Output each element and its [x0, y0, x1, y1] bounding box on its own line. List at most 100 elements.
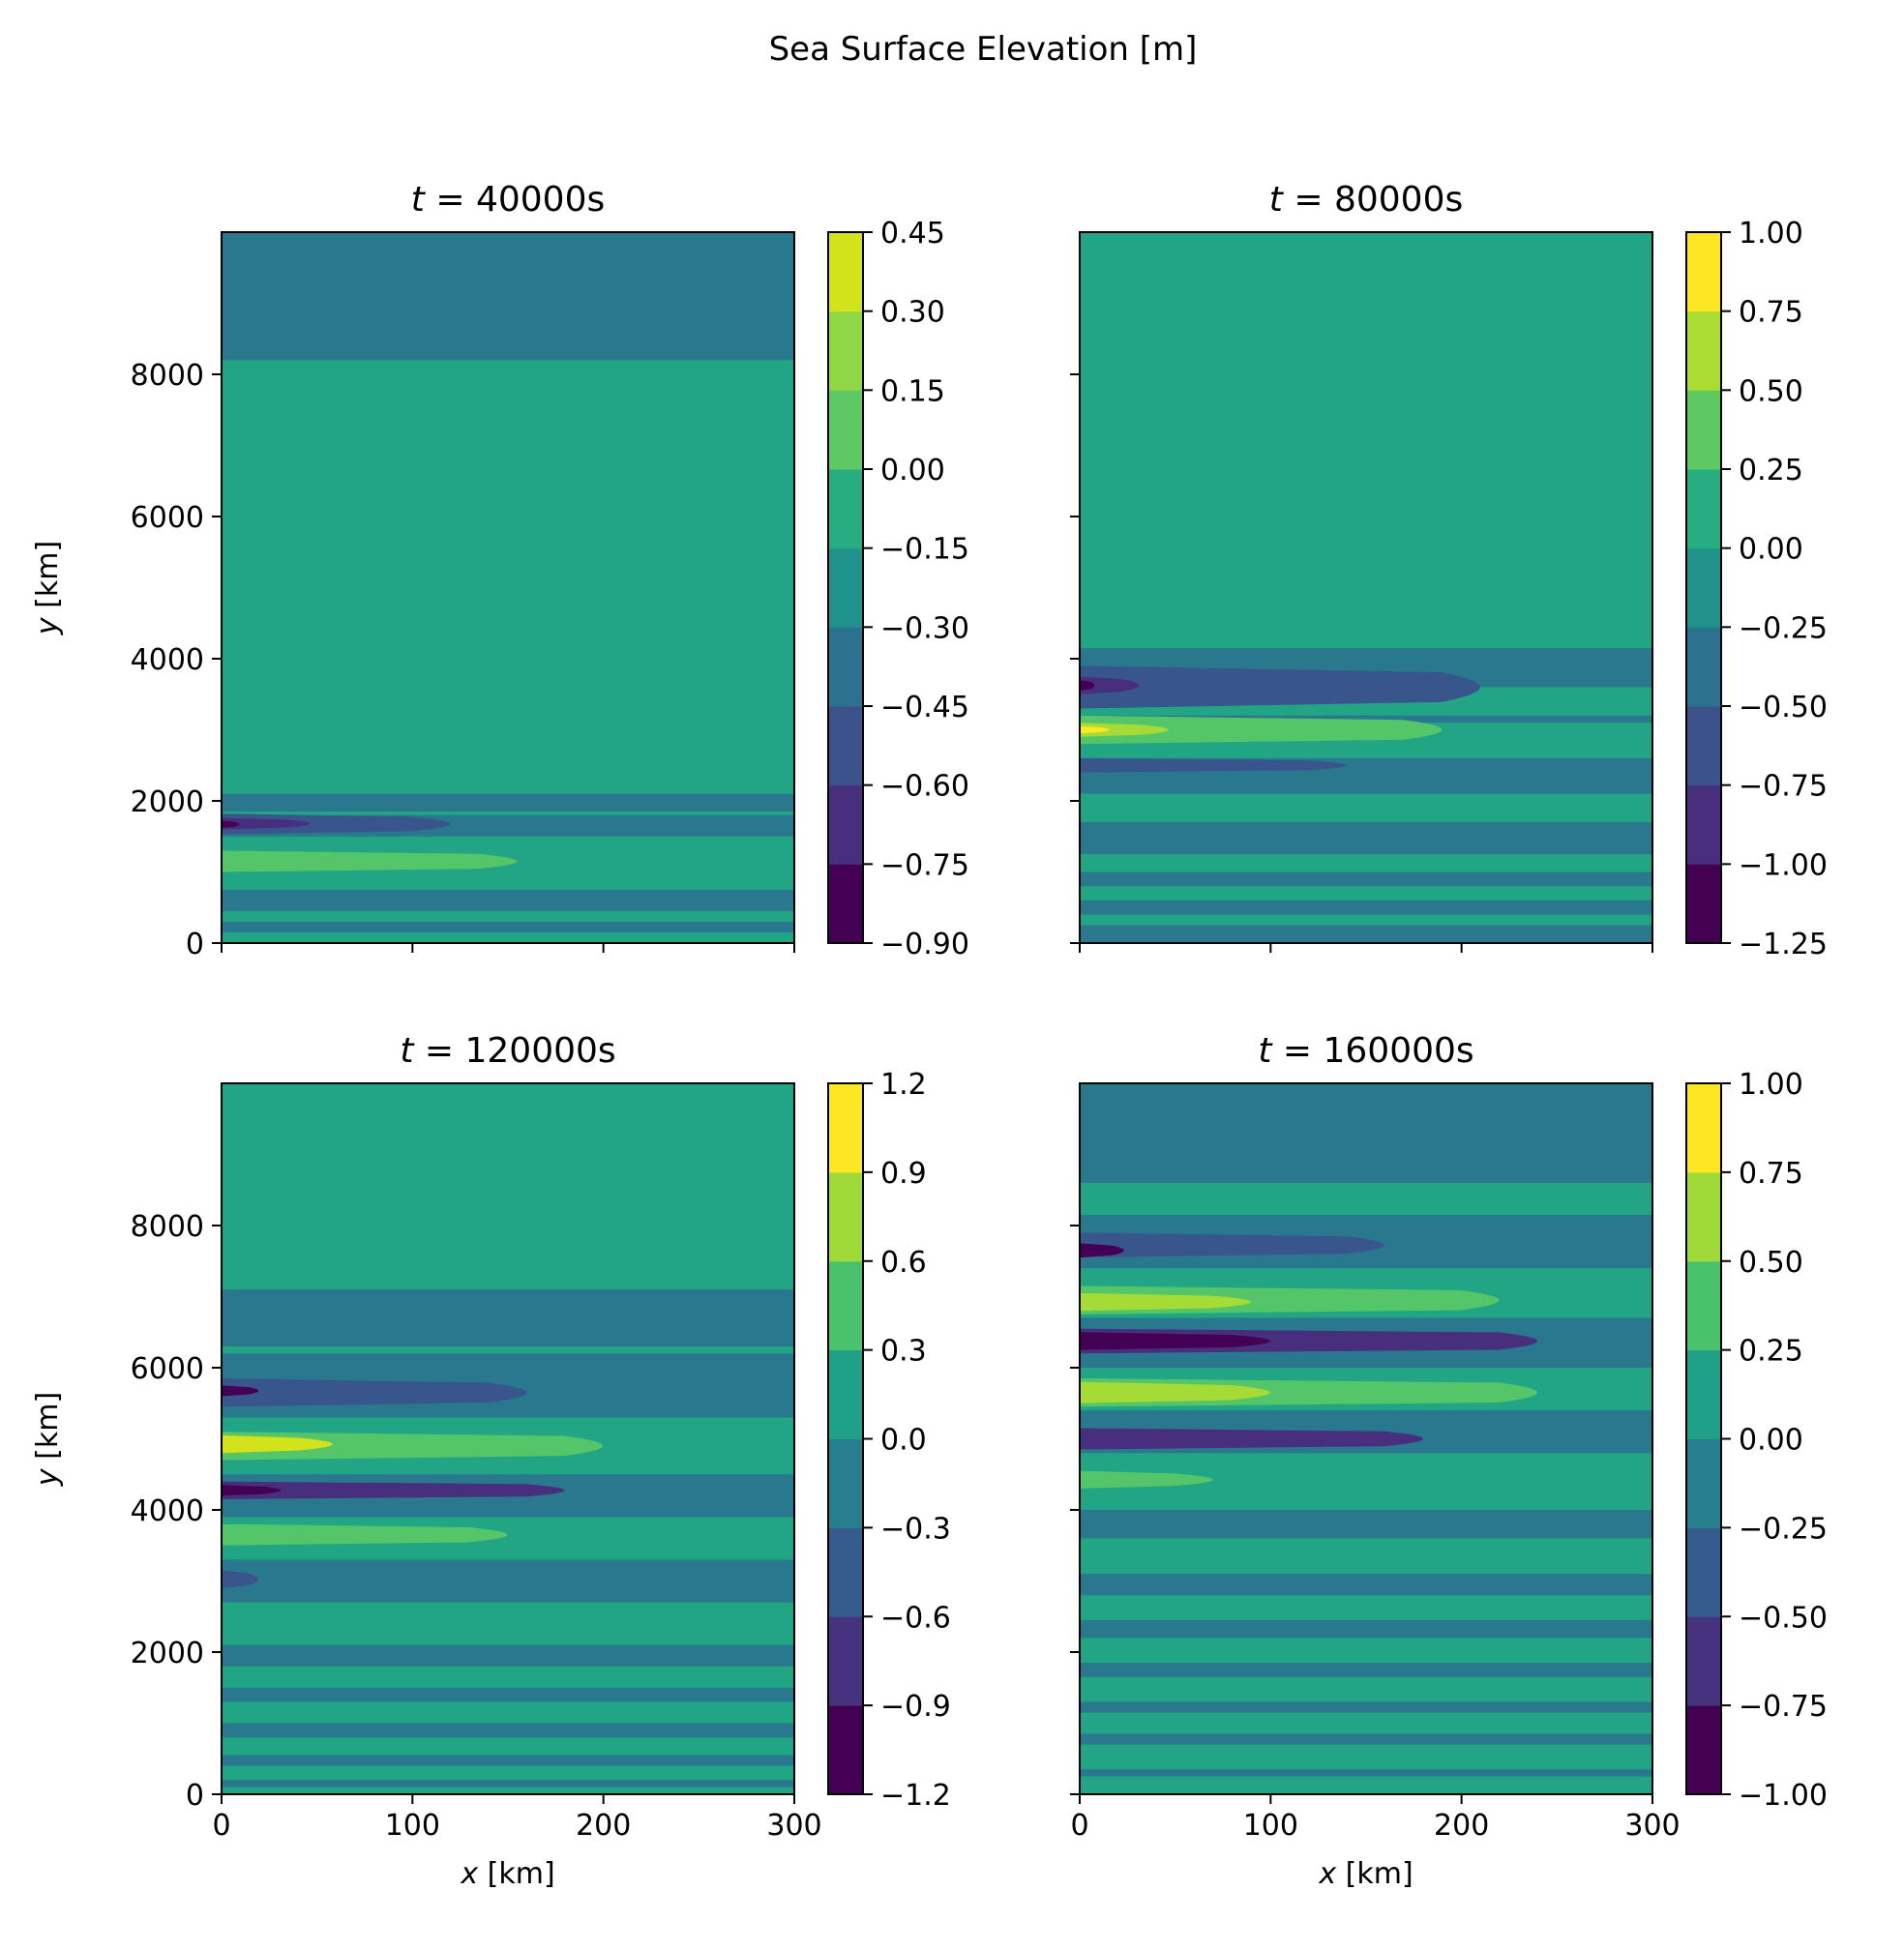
colorbar-tick-label: 0.45 [880, 217, 945, 251]
colorbar-tick-label: −0.9 [880, 1690, 951, 1724]
figure-suptitle: Sea Surface Elevation [m] [769, 30, 1198, 69]
contour-band [222, 232, 794, 361]
contour-band [1080, 1574, 1652, 1596]
subplot-3: t = 120000s 0 100 200 300 0 2000 4000 6000 8000 x … [31, 1031, 951, 1891]
colorbar-tick-label: 0.00 [880, 454, 945, 488]
contour-band [1080, 914, 1652, 926]
colorbar-segment [828, 1705, 863, 1795]
contour-band [222, 850, 518, 872]
contour-band [222, 793, 794, 812]
colorbar-tick-label: 0.00 [1739, 1424, 1803, 1458]
colorbar-segment [828, 706, 863, 786]
contour-band [222, 1434, 333, 1454]
colorbar-segment [1686, 706, 1721, 786]
colorbar-segment [1686, 1349, 1721, 1439]
contour-band [1080, 680, 1095, 692]
y-tick-label: 0 [186, 1779, 204, 1813]
title-value: 40000s [476, 180, 605, 220]
colorbar-tick-label: −0.75 [1739, 1690, 1828, 1724]
colorbar-frame [827, 231, 864, 944]
colorbar: −1.2 −0.9 −0.6 −0.3 0.0 0.3 0.6 0.9 1.2 [827, 1068, 951, 1813]
colorbar-segment [828, 1083, 863, 1173]
colorbar-segment [1686, 1171, 1721, 1262]
colorbar-tick-label: 0.15 [880, 374, 945, 408]
colorbar-segment [828, 1438, 863, 1528]
contour-band [1080, 1083, 1652, 1183]
y-tick-label: 2000 [131, 1637, 204, 1670]
title-value: 160000s [1324, 1031, 1474, 1071]
contour-band [1080, 886, 1652, 901]
colorbar-tick-label: −0.75 [1739, 770, 1828, 804]
subplot-title: t = 120000s [400, 1031, 615, 1071]
axes-frame [221, 231, 795, 944]
contour-band [222, 1755, 794, 1766]
colorbar-tick-label: −0.25 [1739, 1512, 1828, 1546]
colorbar-segment [828, 1349, 863, 1439]
subplot-2: t = 80000s −1.25 −1.00 −0.75 −0.50 −0.25 0.00 0… [1070, 180, 1828, 961]
colorbar-tick-label: −0.45 [880, 691, 969, 724]
contour-band [222, 1378, 527, 1407]
colorbar-segment [828, 864, 863, 944]
contour-band [222, 820, 240, 828]
colorbar-tick-label: −1.25 [1739, 928, 1828, 961]
colorbar-segment [1686, 232, 1721, 312]
contour-band [1080, 1619, 1652, 1639]
colorbar-segment [1686, 390, 1721, 470]
colorbar-tick-label: 0.6 [880, 1246, 927, 1280]
colorbar-segment [1686, 784, 1721, 865]
colorbar-segment [1686, 1083, 1721, 1173]
contour-band [1080, 793, 1652, 823]
contour-band [1080, 1332, 1270, 1350]
colorbar: −1.25 −1.00 −0.75 −0.50 −0.25 0.00 0.25 0.50 0.7… [1685, 217, 1828, 961]
contour-band [222, 813, 451, 835]
title-variable: t [400, 1031, 415, 1071]
colorbar-segment [828, 1171, 863, 1262]
colorbar-tick-label: −1.00 [1739, 848, 1828, 882]
colorbar-segment [1686, 1527, 1721, 1617]
contour-band [1080, 715, 1443, 745]
contour-field [222, 1083, 794, 1794]
y-tick-label: 6000 [131, 1352, 204, 1386]
contour-band [1080, 1733, 1652, 1745]
subplot-title: t = 80000s [1269, 180, 1463, 220]
y-tick-label: 8000 [131, 359, 204, 393]
title-equals: = [1271, 1031, 1323, 1071]
y-tick-label: 2000 [131, 785, 204, 819]
x-tick-label: 0 [1070, 1809, 1088, 1843]
colorbar: −1.00 −0.75 −0.50 −0.25 0.00 0.25 0.50 0.75 1.00 [1685, 1068, 1828, 1813]
title-variable: t [1269, 180, 1285, 220]
title-equals: = [425, 180, 476, 220]
x-axis-label: x [km] [1318, 1857, 1413, 1891]
colorbar-tick-label: −1.00 [1739, 1779, 1828, 1813]
colorbar-segment [828, 1260, 863, 1351]
colorbar-segment [1686, 310, 1721, 391]
colorbar-tick-label: −0.15 [880, 533, 969, 567]
contour-band [1080, 854, 1652, 872]
y-axis-label: y [km] [31, 541, 65, 635]
colorbar-tick-label: 0.25 [1739, 1335, 1803, 1369]
contour-band [222, 1289, 794, 1346]
contour-band [222, 817, 311, 830]
contour-band [1080, 1381, 1270, 1403]
y-tick-label: 6000 [131, 501, 204, 535]
colorbar-tick-label: 0.3 [880, 1335, 927, 1369]
colorbar-tick-label: 1.2 [880, 1068, 927, 1102]
colorbar-tick-label: −0.50 [1739, 691, 1828, 724]
colorbar-tick-label: 0.30 [880, 296, 945, 330]
contour-band [1080, 665, 1480, 709]
colorbar-segment [828, 784, 863, 865]
x-tick-label: 200 [576, 1809, 631, 1843]
colorbar: −0.90 −0.75 −0.60 −0.45 −0.30 −0.15 0.00 0.15 0.… [827, 217, 969, 961]
contour-band [1080, 757, 1347, 773]
colorbar-segment [1686, 1705, 1721, 1795]
colorbar-tick-label: 0.0 [880, 1424, 927, 1458]
contour-band [222, 1644, 794, 1667]
contour-band [222, 1432, 604, 1461]
contour-band [222, 921, 794, 932]
colorbar-segment [1686, 627, 1721, 707]
contour-band [1080, 1232, 1385, 1258]
colorbar-tick-label: 0.9 [880, 1157, 927, 1191]
contour-band [222, 889, 794, 911]
colorbar-tick-label: 0.75 [1739, 296, 1803, 330]
